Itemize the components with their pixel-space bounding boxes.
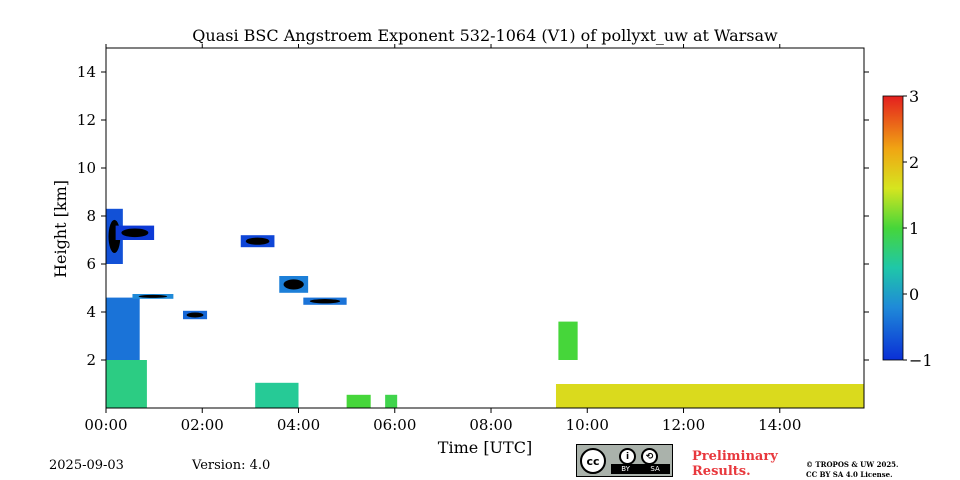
- feature-fill: [555, 384, 864, 408]
- colorbar-tick-label: 3: [909, 87, 919, 106]
- plot-frame: [106, 48, 864, 408]
- feature-cloud-7: [279, 276, 309, 293]
- sa-icon: ⟲: [641, 448, 658, 465]
- y-tick-label: 8: [86, 207, 96, 225]
- feature-fill: [106, 297, 140, 360]
- feature-fill: [255, 382, 299, 408]
- x-tick-label: 14:00: [758, 416, 801, 434]
- feature-layer-13: [555, 384, 864, 408]
- colorbar-tick-label: 1: [909, 219, 919, 238]
- cloud-core: [245, 237, 270, 245]
- colorbar: −1 0 1 2 3: [882, 87, 933, 370]
- plot-border: [105, 47, 865, 409]
- preliminary-line1: Preliminary: [692, 449, 778, 464]
- colorbar-tick-label: 2: [909, 153, 919, 172]
- license-strip: BY SA: [611, 464, 670, 474]
- x-tick: 04:00: [277, 44, 320, 434]
- x-tick: 06:00: [373, 44, 416, 434]
- feature-cloud-4: [132, 294, 174, 299]
- y-axis-label: Height [km]: [51, 180, 70, 278]
- colorbar-tick: 2: [903, 153, 919, 172]
- x-tick-label: 06:00: [373, 416, 416, 434]
- x-tick: 12:00: [662, 44, 705, 434]
- cloud-core: [121, 228, 149, 238]
- feature-layer-9: [255, 382, 299, 408]
- feature-fill: [385, 394, 398, 408]
- feature-cloud-8: [303, 297, 347, 305]
- x-tick-label: 10:00: [566, 416, 609, 434]
- cloud-core: [138, 294, 168, 298]
- colorbar-tick: 3: [903, 87, 919, 106]
- plot-area: [105, 47, 865, 409]
- cc-icon: cc: [580, 448, 606, 474]
- colorbar-tick-label: −1: [909, 351, 933, 370]
- feature-patch-11: [385, 394, 398, 408]
- y-tick-label: 6: [86, 255, 96, 273]
- data-layer: [106, 208, 864, 408]
- sa-label: SA: [650, 465, 660, 473]
- y-tick-label: 12: [77, 111, 96, 129]
- preliminary-note: Preliminary Results.: [692, 449, 778, 479]
- y-tick: 12: [77, 111, 869, 129]
- version-label: Version: 4.0: [192, 458, 271, 473]
- license-line2: CC BY SA 4.0 License.: [806, 470, 893, 479]
- y-tick: 10: [77, 159, 869, 177]
- feature-patch-12: [558, 321, 578, 360]
- feature-fill: [346, 394, 371, 408]
- x-tick-label: 04:00: [277, 416, 320, 434]
- cloud-core: [186, 312, 204, 318]
- feature-layer-1: [106, 297, 140, 360]
- colorbar-tick: −1: [903, 351, 933, 370]
- cloud-core: [309, 299, 341, 304]
- feature-cloud-3: [115, 225, 155, 240]
- y-axis: 2 4 6 8 10 12 14: [77, 63, 869, 369]
- y-tick: 2: [86, 351, 869, 369]
- y-tick: 4: [86, 303, 869, 321]
- x-tick-label: 12:00: [662, 416, 705, 434]
- by-icon: i: [619, 448, 636, 465]
- by-label: BY: [621, 465, 630, 473]
- feature-cloud-6: [240, 235, 275, 248]
- y-tick-label: 4: [86, 303, 96, 321]
- feature-patch-10: [346, 394, 371, 408]
- license-line1: © TROPOS & UW 2025.: [806, 460, 899, 469]
- date-label: 2025-09-03: [49, 458, 124, 473]
- preliminary-line2: Results.: [692, 464, 751, 479]
- x-tick-label: 02:00: [181, 416, 224, 434]
- y-tick: 14: [77, 63, 869, 81]
- cc-license-badge[interactable]: cc i ⟲ BY SA: [576, 444, 673, 477]
- x-tick: 02:00: [181, 44, 224, 434]
- y-tick: 6: [86, 255, 869, 273]
- feature-cloud-5: [183, 310, 208, 320]
- x-tick: 00:00: [84, 44, 128, 434]
- colorbar-tick: 0: [903, 285, 919, 304]
- x-tick: 10:00: [566, 44, 609, 434]
- colorbar-tick: 1: [903, 219, 919, 238]
- feature-layer-0: [106, 360, 147, 408]
- cloud-core: [283, 279, 304, 290]
- feature-fill: [106, 360, 147, 408]
- x-tick-label: 00:00: [84, 416, 127, 434]
- y-tick-label: 10: [77, 159, 96, 177]
- feature-fill: [558, 321, 578, 360]
- colorbar-gradient: [882, 95, 904, 361]
- chart-title: Quasi BSC Angstroem Exponent 532-1064 (V…: [192, 26, 778, 45]
- x-axis-label: Time [UTC]: [438, 438, 532, 457]
- x-tick-label: 08:00: [469, 416, 512, 434]
- x-axis: 00:00 02:00 04:00 06:00 08:00 10:00 12:00 14:00: [84, 44, 801, 434]
- colorbar-ticks: −1 0 1 2 3: [903, 87, 933, 370]
- y-tick-label: 2: [86, 351, 96, 369]
- x-tick: 08:00: [469, 44, 513, 434]
- colorbar-tick-label: 0: [909, 285, 919, 304]
- x-tick: 14:00: [758, 44, 801, 434]
- y-tick: 8: [86, 207, 869, 225]
- y-tick-label: 14: [77, 63, 96, 81]
- license-text: © TROPOS & UW 2025. CC BY SA 4.0 License…: [806, 460, 899, 480]
